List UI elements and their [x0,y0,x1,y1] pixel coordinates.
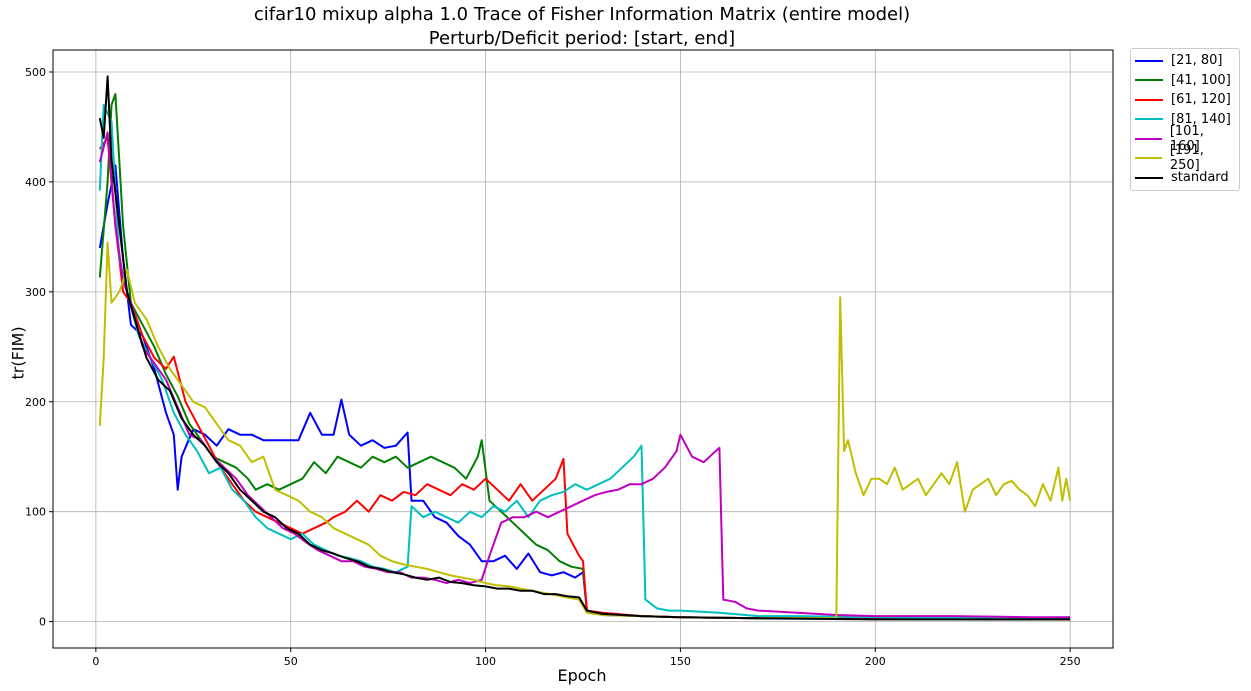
series-line-5 [98,241,1072,620]
y-tick-label: 300 [25,286,46,299]
legend-swatch [1135,137,1162,140]
legend-label: [61, 120] [1171,92,1231,108]
legend-swatch [1135,157,1162,160]
y-tick-label: 400 [25,176,46,189]
y-tick-label: 500 [25,66,46,79]
series-line-2 [98,136,1071,621]
series-line-0 [98,164,1071,621]
legend-label: standard [1171,170,1229,186]
legend-label: [81, 140] [1171,111,1231,127]
legend-swatch [1135,118,1163,121]
x-axis-label: Epoch [557,666,607,685]
legend-label: [191, 250] [1169,143,1204,174]
x-tick-label: 150 [670,655,691,668]
legend-label: [21, 80] [1171,53,1223,69]
legend-item: [81, 140] [1135,110,1235,130]
legend: [21, 80] [41, 100] [61, 120] [81, 140] [101,… [1130,48,1240,191]
series-line-3 [98,104,1071,620]
y-tick-label: 0 [39,616,46,629]
x-tick-label: 100 [475,655,496,668]
legend-item: [101, 160] [1135,124,1235,154]
legend-label: [101, 160] [1169,123,1204,154]
x-tick-label: 0 [92,655,99,668]
x-tick-label: 50 [284,655,298,668]
legend-item: [21, 80] [1135,51,1235,71]
legend-label: [41, 100] [1171,72,1231,88]
y-tick-label: 200 [25,396,46,409]
legend-item: standard [1135,168,1235,188]
legend-swatch [1135,59,1163,62]
series-line-1 [98,93,1071,621]
legend-item: [191, 250] [1135,143,1235,173]
chart-subtitle: Perturb/Deficit period: [start, end] [428,28,736,49]
y-tick-label: 100 [25,506,46,519]
series-line-6 [98,75,1071,621]
series-line-4 [98,131,1071,619]
plot-frame [52,49,1114,649]
chart-title: cifar10 mixup alpha 1.0 Trace of Fisher … [253,4,911,25]
legend-swatch [1135,79,1163,82]
legend-item: [41, 100] [1135,71,1235,91]
legend-item: [61, 120] [1135,90,1235,110]
x-tick-label: 200 [865,655,886,668]
legend-swatch [1135,98,1163,101]
y-axis-label: tr(FIM) [8,326,28,380]
legend-swatch [1135,176,1163,179]
x-tick-label: 250 [1060,655,1081,668]
